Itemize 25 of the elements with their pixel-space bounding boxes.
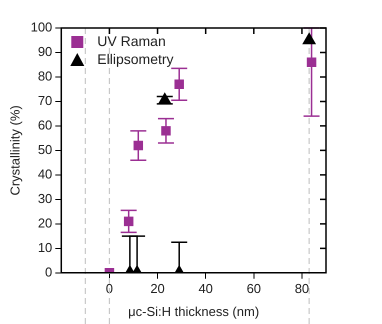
point [158, 92, 172, 104]
x-tick-label: 80 [294, 281, 310, 296]
point [174, 80, 184, 90]
x-axis-title: μc-Si:H thickness (nm) [128, 304, 260, 319]
y-axis-title: Crystallinity (%) [7, 105, 22, 196]
y-tick-label: 100 [30, 20, 52, 35]
y-tick-label: 40 [38, 166, 52, 182]
y-tick-label: 90 [38, 44, 52, 60]
y-tick-label: 80 [38, 68, 52, 84]
legend-label: UV Raman [97, 32, 166, 49]
y-tick-label: 10 [38, 240, 52, 255]
y-tick-label: 60 [38, 118, 52, 132]
point [306, 58, 316, 68]
legend-label: Ellipsometry [97, 50, 174, 67]
y-tick-label: 50 [38, 142, 52, 157]
x-tick-label: 0 [106, 281, 114, 296]
x-tick-label: 60 [246, 281, 262, 296]
x-tick-label: 40 [198, 281, 213, 296]
y-tick-label: 0 [45, 264, 52, 280]
y-tick-label: 20 [38, 215, 52, 230]
y-tick-label: 70 [38, 93, 52, 108]
point [161, 126, 171, 136]
y-tick-label: 30 [38, 190, 52, 206]
point [134, 140, 144, 150]
x-tick-label: 20 [150, 281, 165, 296]
